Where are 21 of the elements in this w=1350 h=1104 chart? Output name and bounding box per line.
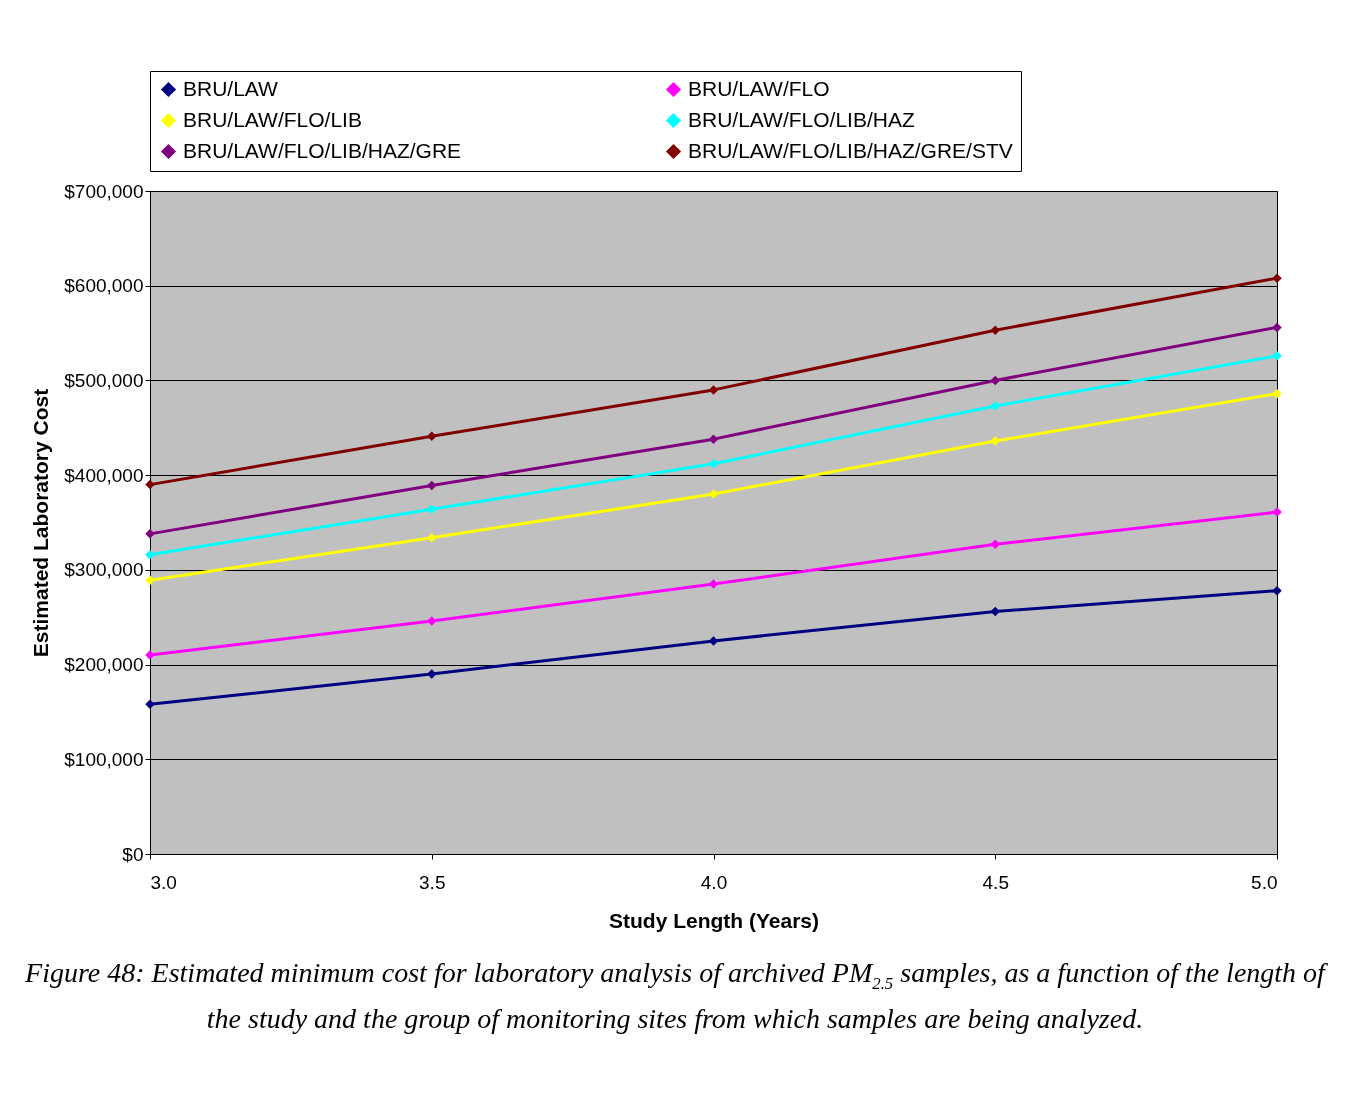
y-axis-title: Estimated Laboratory Cost (29, 388, 53, 658)
y-tick-label: $600,000 (64, 275, 144, 297)
legend-label: BRU/LAW/FLO/LIB/HAZ (688, 107, 915, 131)
y-tick-label: $300,000 (64, 559, 144, 581)
x-tick-label: 3.0 (150, 871, 177, 893)
legend-label: BRU/LAW (183, 76, 279, 100)
legend-label: BRU/LAW/FLO/LIB/HAZ/GRE (183, 138, 462, 162)
x-tick-label: 4.5 (982, 871, 1009, 893)
legend-label: BRU/LAW/FLO (688, 76, 830, 100)
y-tick-label: $500,000 (64, 369, 144, 391)
y-tick-label: $700,000 (64, 180, 144, 202)
x-tick-label: 5.0 (1251, 871, 1278, 893)
y-tick-label: $0 (122, 843, 144, 865)
x-tick-label: 4.0 (700, 871, 728, 893)
y-tick-label: $100,000 (64, 748, 144, 770)
x-tick-label: 3.5 (419, 871, 446, 893)
y-tick-label: $200,000 (64, 654, 144, 676)
y-tick-label: $400,000 (64, 464, 144, 486)
legend-label: BRU/LAW/FLO/LIB (183, 107, 362, 131)
legend-label: BRU/LAW/FLO/LIB/HAZ/GRE/STV (688, 138, 1013, 162)
x-axis-title: Study Length (Years) (608, 908, 820, 932)
